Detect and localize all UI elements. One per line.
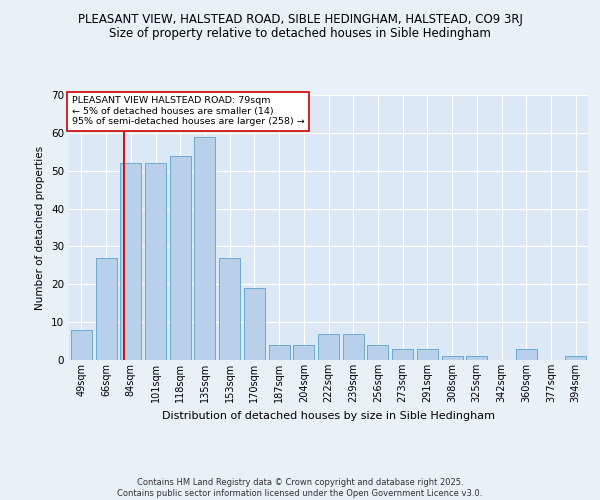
Bar [170,156,191,360]
Bar [244,288,265,360]
Bar [565,356,586,360]
Text: PLEASANT VIEW, HALSTEAD ROAD, SIBLE HEDINGHAM, HALSTEAD, CO9 3RJ: PLEASANT VIEW, HALSTEAD ROAD, SIBLE HEDI… [77,12,523,26]
Bar [120,163,141,360]
Bar [269,345,290,360]
Text: Contains HM Land Registry data © Crown copyright and database right 2025.
Contai: Contains HM Land Registry data © Crown c… [118,478,482,498]
Bar [194,136,215,360]
Text: PLEASANT VIEW HALSTEAD ROAD: 79sqm
← 5% of detached houses are smaller (14)
95% : PLEASANT VIEW HALSTEAD ROAD: 79sqm ← 5% … [71,96,304,126]
Bar [71,330,92,360]
Text: Size of property relative to detached houses in Sible Hedingham: Size of property relative to detached ho… [109,28,491,40]
Bar [367,345,388,360]
Bar [95,258,116,360]
Bar [318,334,339,360]
Bar [417,348,438,360]
Bar [145,163,166,360]
Bar [219,258,240,360]
Bar [442,356,463,360]
Bar [293,345,314,360]
Bar [516,348,537,360]
X-axis label: Distribution of detached houses by size in Sible Hedingham: Distribution of detached houses by size … [162,410,495,420]
Bar [466,356,487,360]
Bar [343,334,364,360]
Y-axis label: Number of detached properties: Number of detached properties [35,146,46,310]
Bar [392,348,413,360]
